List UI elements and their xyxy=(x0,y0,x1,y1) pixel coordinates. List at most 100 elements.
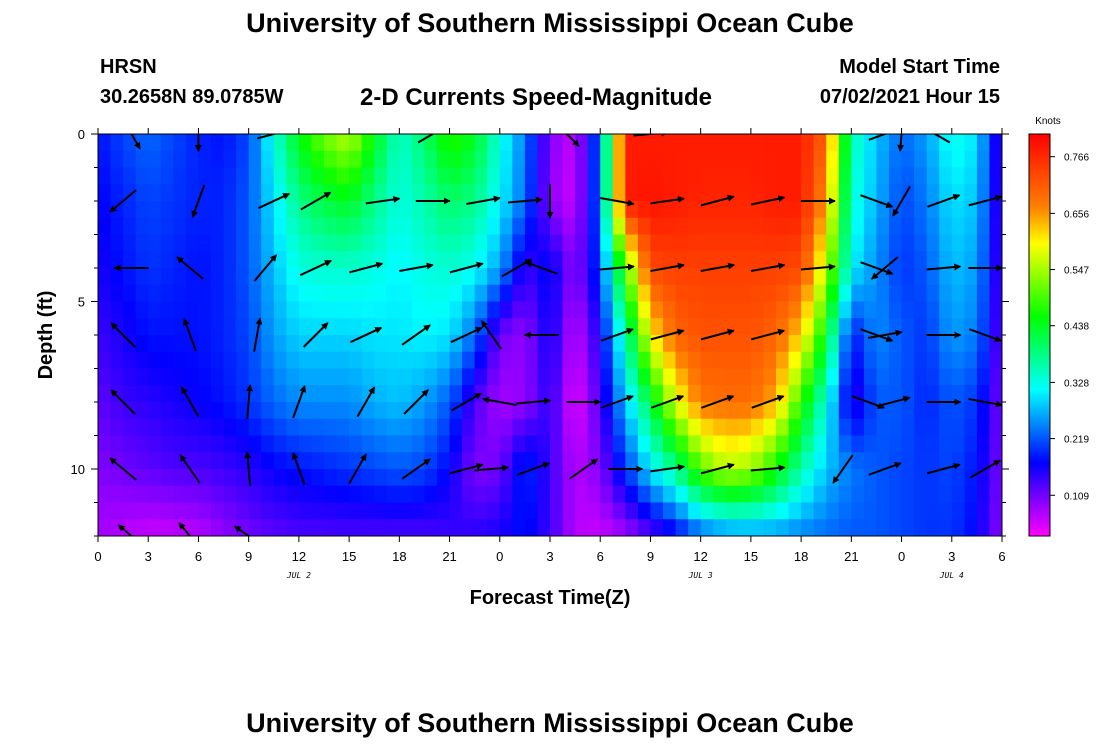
heat-cell xyxy=(298,452,313,470)
heat-cell xyxy=(838,184,852,202)
heat-cell xyxy=(600,385,614,403)
heat-cell xyxy=(474,284,488,303)
current-arrow xyxy=(600,197,635,207)
heat-cell xyxy=(524,217,539,236)
heat-cell xyxy=(298,150,313,169)
heat-cell xyxy=(512,184,526,202)
heat-cell xyxy=(763,485,777,504)
heat-cell xyxy=(876,385,890,403)
heat-cell xyxy=(487,502,501,520)
heat-cell xyxy=(537,301,551,319)
heat-cell xyxy=(713,217,727,236)
heat-cell xyxy=(324,134,338,152)
heat-cell xyxy=(474,335,488,353)
heat-cell xyxy=(976,335,991,353)
heat-cell xyxy=(663,435,677,453)
heat-cell xyxy=(876,485,890,504)
heat-cell xyxy=(311,502,325,520)
current-arrow xyxy=(650,262,685,272)
heat-cell xyxy=(474,402,488,420)
heat-cell xyxy=(298,251,313,269)
heat-cell xyxy=(600,217,614,236)
current-arrow xyxy=(180,386,200,418)
heat-cell xyxy=(713,485,727,504)
heat-cell xyxy=(926,150,940,169)
heat-cell xyxy=(587,234,601,252)
heat-cell xyxy=(951,402,965,420)
heat-cell xyxy=(637,150,652,169)
heat-cell xyxy=(462,251,476,269)
heat-cell xyxy=(361,301,375,319)
heat-cell xyxy=(750,452,765,470)
current-arrow xyxy=(926,462,961,475)
heat-cell xyxy=(311,519,325,536)
heat-cell xyxy=(851,167,865,185)
heat-cell xyxy=(185,452,200,470)
heat-cell xyxy=(964,418,978,437)
heat-cell xyxy=(851,150,865,169)
heat-cell xyxy=(336,469,350,487)
heat-cell xyxy=(386,469,400,487)
heat-cell xyxy=(524,452,539,470)
heat-cell xyxy=(637,418,652,437)
heat-cell xyxy=(399,201,413,219)
heat-cell xyxy=(160,385,174,403)
heat-cell xyxy=(788,351,802,370)
heat-cell xyxy=(562,368,576,386)
heat-cell xyxy=(324,301,338,319)
heat-cell xyxy=(876,351,890,370)
heat-cell xyxy=(951,435,965,453)
heat-cell xyxy=(110,201,124,219)
heat-cell xyxy=(600,268,614,286)
heat-cell xyxy=(914,318,928,336)
heat-cell xyxy=(901,284,915,303)
heat-cell xyxy=(813,251,827,269)
heat-cell xyxy=(211,502,225,520)
heat-cell xyxy=(675,435,689,453)
heat-cell xyxy=(198,184,212,202)
heat-cell xyxy=(298,485,313,504)
heat-cell xyxy=(499,335,513,353)
heat-cell xyxy=(185,368,200,386)
footer-title: University of Southern Mississippi Ocean… xyxy=(246,708,854,738)
heat-cell xyxy=(889,385,903,403)
heat-cell xyxy=(663,167,677,185)
heat-cell xyxy=(801,435,815,453)
heat-cell xyxy=(512,335,526,353)
heat-cell xyxy=(713,201,727,219)
heat-cell xyxy=(939,318,953,336)
heat-cell xyxy=(223,301,237,319)
heat-cell xyxy=(725,368,739,386)
heat-cell xyxy=(587,402,601,420)
heat-cell xyxy=(989,301,1002,319)
heat-cell xyxy=(424,351,438,370)
heat-cell xyxy=(512,351,526,370)
heat-cell xyxy=(462,418,476,437)
heat-cell xyxy=(411,435,426,453)
heat-cell xyxy=(273,284,287,303)
heat-cell xyxy=(838,234,852,252)
heat-cell xyxy=(713,351,727,370)
heat-cell xyxy=(424,485,438,504)
current-arrow xyxy=(800,263,836,271)
heat-cell xyxy=(688,519,702,536)
heat-cell xyxy=(211,167,225,185)
heat-cell xyxy=(399,485,413,504)
heat-cell xyxy=(248,201,262,219)
heat-cell xyxy=(550,301,564,319)
current-arrow xyxy=(516,461,551,476)
heat-cell xyxy=(374,318,388,336)
heat-cell xyxy=(738,435,752,453)
heat-cell xyxy=(98,435,112,453)
heat-cell xyxy=(625,368,639,386)
heat-cell xyxy=(223,368,237,386)
heat-cell xyxy=(675,519,689,536)
heat-cell xyxy=(776,335,790,353)
heat-cell xyxy=(273,435,287,453)
heat-cell xyxy=(663,284,677,303)
heat-cell xyxy=(223,519,237,536)
heat-cell xyxy=(399,217,413,236)
heat-cell xyxy=(926,368,940,386)
heat-cell xyxy=(286,502,300,520)
heat-cell xyxy=(813,150,827,169)
